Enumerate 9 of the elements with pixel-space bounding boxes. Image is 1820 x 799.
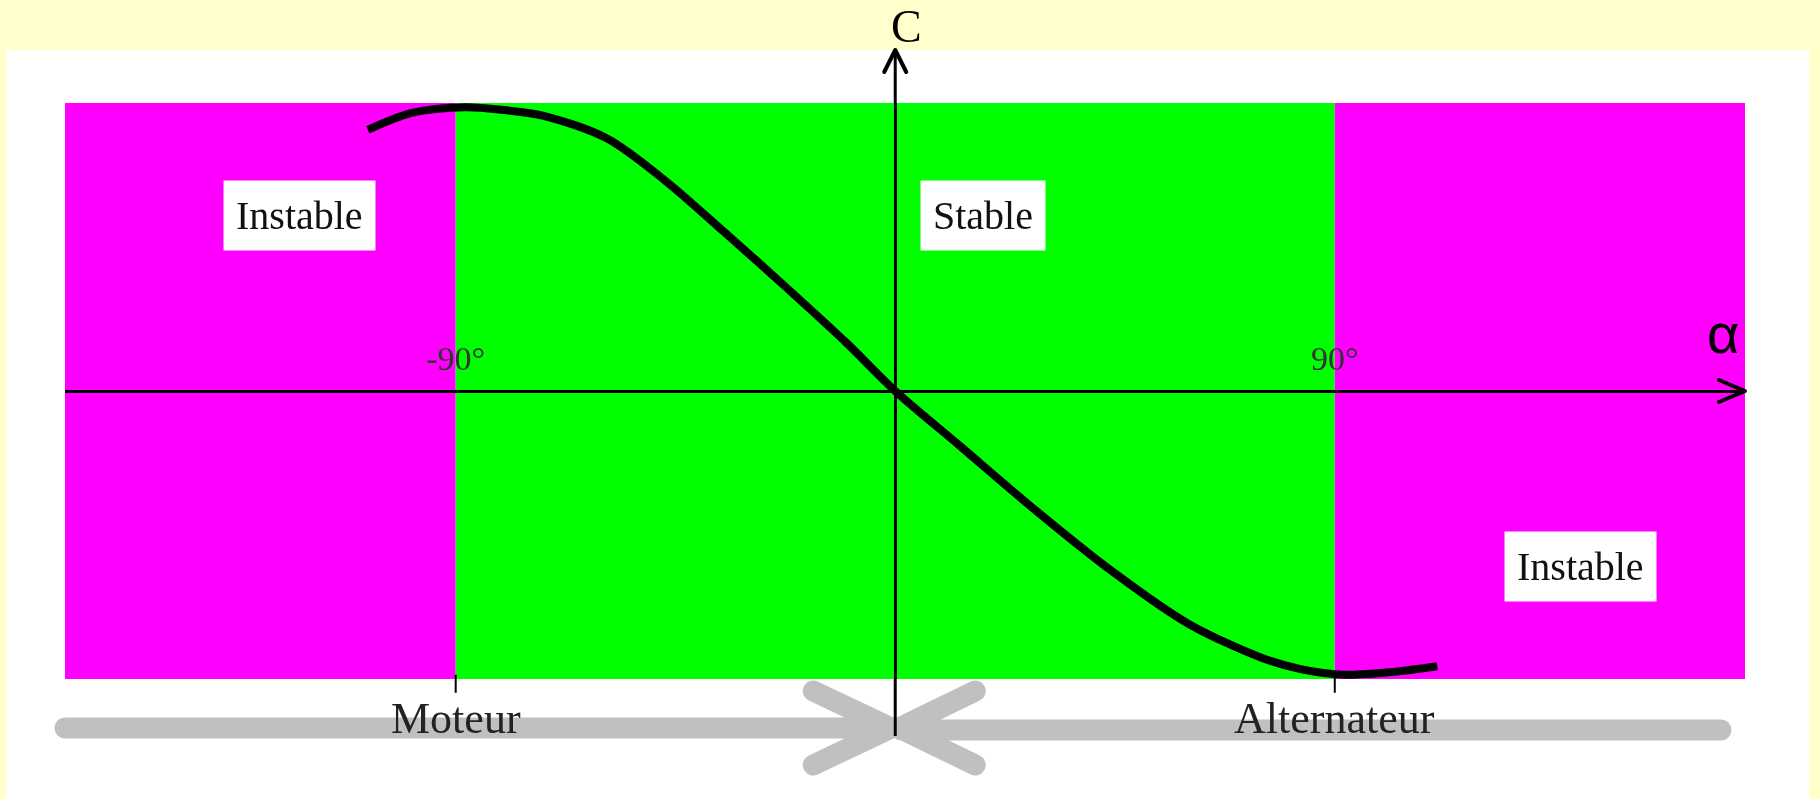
y-axis-title: C — [891, 1, 922, 52]
annotation: Moteur — [391, 694, 521, 743]
annotation: Alternateur — [1234, 694, 1435, 743]
x-axis-title: α — [1707, 302, 1740, 365]
band-label: Instable — [1517, 544, 1644, 589]
band-label: Stable — [933, 193, 1033, 238]
x-tick-label: -90° — [426, 340, 486, 378]
band-label: Instable — [236, 193, 363, 238]
x-tick-label: 90° — [1310, 340, 1359, 378]
